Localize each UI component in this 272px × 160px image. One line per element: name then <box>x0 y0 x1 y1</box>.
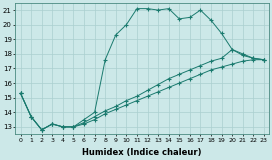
X-axis label: Humidex (Indice chaleur): Humidex (Indice chaleur) <box>82 148 202 157</box>
